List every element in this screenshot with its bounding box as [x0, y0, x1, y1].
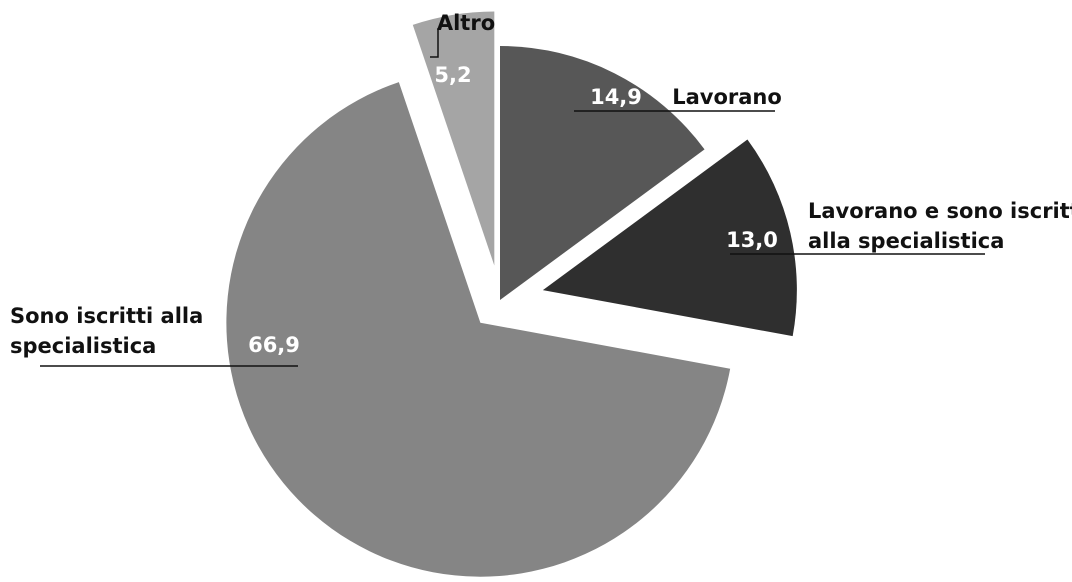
pie-slice — [500, 46, 705, 300]
pie-slice — [412, 11, 495, 266]
slice-category-label-line: alla specialistica — [808, 229, 1004, 253]
slice-category-label-line: Lavorano e sono iscritti — [808, 199, 1072, 223]
slice-category-label-line: Altro — [437, 11, 495, 35]
pie-slices — [226, 11, 797, 577]
slice-value-label: 14,9 — [590, 85, 642, 109]
slice-value-label: 13,0 — [726, 228, 778, 252]
pie-slice — [542, 139, 797, 337]
slice-category-label-line: Lavorano — [672, 85, 782, 109]
slice-category-label: Lavorano e sono iscritti alla specialisti… — [808, 199, 1072, 253]
pie-labels: 14,9 Lavorano 13,0 Lavorano e sono iscritti… — [10, 11, 1072, 358]
slice-value-label: 66,9 — [248, 333, 300, 357]
leader-line — [430, 28, 439, 58]
slice-category-label-line: Sono iscritti alla — [10, 304, 203, 328]
slice-category-label-line: specialistica — [10, 334, 156, 358]
slice-category-label: Sono iscritti alla specialistica — [10, 304, 203, 358]
pie-slice — [226, 82, 731, 577]
slice-category-label: Altro — [437, 11, 495, 35]
slice-category-label: Lavorano — [672, 85, 782, 109]
leader-lines — [40, 28, 985, 367]
slice-value-label: 5,2 — [434, 63, 471, 87]
